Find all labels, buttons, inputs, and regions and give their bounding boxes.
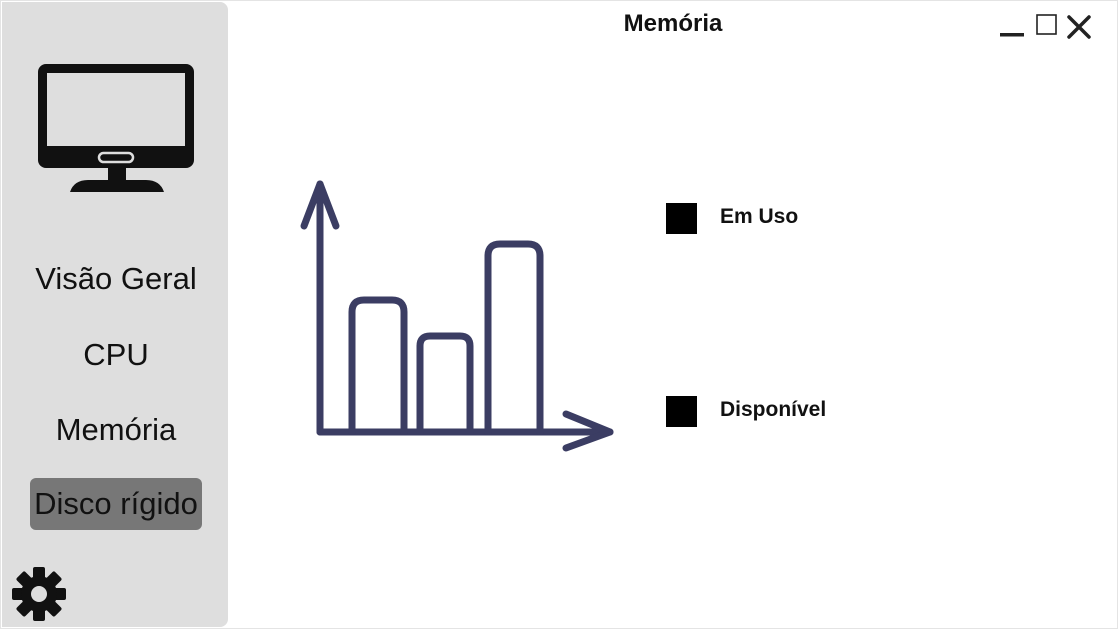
sidebar-item-disco-rigido[interactable]: Disco rígido: [30, 478, 202, 530]
gear-icon[interactable]: [11, 566, 67, 622]
legend-swatch-disponivel: [666, 396, 697, 427]
sidebar-item-label: CPU: [83, 337, 149, 372]
sidebar-item-memoria[interactable]: Memória: [30, 404, 202, 456]
maximize-icon[interactable]: [1034, 12, 1060, 38]
sidebar-item-visao-geral[interactable]: Visão Geral: [30, 253, 202, 305]
monitor-icon: [38, 64, 194, 192]
legend-label-em-uso: Em Uso: [720, 205, 799, 228]
legend-label-disponivel: Disponível: [720, 398, 827, 421]
bar-chart-icon: [300, 180, 614, 452]
legend-swatch-em-uso: [666, 203, 697, 234]
sidebar-item-label: Memória: [55, 412, 177, 447]
close-icon[interactable]: [1064, 12, 1094, 42]
sidebar-item-label: Visão Geral: [35, 261, 197, 296]
sidebar: Visão Geral CPU Memória Disco rígido: [2, 2, 228, 627]
sidebar-item-cpu[interactable]: CPU: [30, 329, 202, 381]
minimize-icon[interactable]: [998, 16, 1026, 40]
window-title: Memória: [623, 10, 723, 37]
sidebar-item-label: Disco rígido: [34, 486, 198, 521]
